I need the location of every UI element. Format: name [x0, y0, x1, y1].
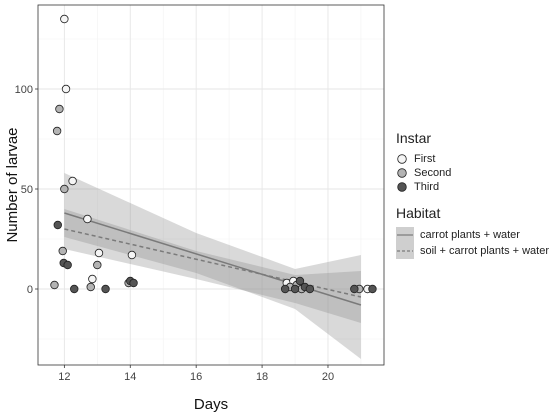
- legend-label-soil: soil + carrot plants + water: [420, 245, 550, 257]
- legend-habitat-title: Habitat: [396, 205, 441, 221]
- confidence-bands: [64, 173, 361, 359]
- y-axis-label: Number of larvae: [4, 127, 21, 242]
- data-point-third: [70, 284, 79, 294]
- x-tick-label: 16: [190, 371, 202, 383]
- legend-instar-title: Instar: [396, 130, 432, 146]
- x-axis-label: Days: [194, 396, 228, 413]
- legend-item-third: Third: [396, 180, 451, 194]
- x-tick-label: 20: [322, 371, 334, 383]
- legend-habitat: Habitat carrot plants + water soil + car…: [396, 205, 549, 259]
- data-point-third: [101, 284, 110, 294]
- data-point-third: [305, 284, 315, 294]
- legend-item-first: First: [396, 152, 451, 166]
- data-point-second: [50, 280, 59, 290]
- data-point-first: [60, 14, 69, 24]
- legend-instar: Instar First Second Third: [396, 130, 451, 194]
- legend-swatch-third: [397, 182, 407, 192]
- data-point-third: [368, 284, 377, 294]
- y-axis-ticks: 0 50 100: [15, 84, 38, 296]
- data-point-second: [58, 246, 67, 256]
- data-point-first: [61, 84, 71, 94]
- x-axis-ticks: 12 14 16 18 20: [58, 365, 334, 383]
- confidence-band-2: [64, 209, 361, 323]
- data-point-third: [290, 284, 300, 294]
- data-point-third: [53, 220, 62, 230]
- x-tick-label: 18: [256, 371, 268, 383]
- data-point-second: [60, 184, 69, 194]
- data-point-first: [94, 248, 104, 258]
- legend-item-second: Second: [396, 166, 451, 180]
- data-point-third: [129, 278, 138, 288]
- data-points: [50, 14, 377, 294]
- data-point-third: [295, 276, 305, 286]
- y-tick-label: 50: [21, 184, 33, 196]
- data-point-third: [350, 284, 359, 294]
- data-point-second: [93, 260, 102, 270]
- plot-panel: [38, 5, 384, 365]
- y-tick-label: 0: [27, 284, 33, 296]
- data-point-third: [280, 284, 290, 294]
- data-point-third: [63, 260, 72, 270]
- legend-swatch-second: [397, 168, 407, 178]
- data-point-second: [55, 104, 64, 114]
- data-point-first: [127, 250, 137, 260]
- data-point-second: [52, 126, 62, 136]
- legend-label-second: Second: [414, 167, 452, 179]
- legend-label-third: Third: [414, 181, 440, 193]
- data-point-first: [88, 274, 97, 284]
- plot-border: [37, 4, 385, 366]
- data-point-second: [86, 282, 95, 292]
- legend-swatch-carrot: [396, 227, 414, 243]
- legend-item-soil: soil + carrot plants + water: [396, 243, 549, 259]
- data-point-first: [68, 176, 77, 186]
- legend-item-carrot: carrot plants + water: [396, 227, 549, 243]
- x-tick-label: 14: [124, 371, 136, 383]
- legend-swatch-soil: [396, 243, 414, 259]
- legend-swatch-first: [397, 154, 407, 164]
- y-tick-label: 100: [15, 84, 33, 96]
- legend-label-first: First: [414, 153, 436, 165]
- x-tick-label: 12: [58, 371, 70, 383]
- confidence-band-1: [64, 173, 361, 359]
- legend-label-carrot: carrot plants + water: [420, 229, 520, 241]
- data-point-first: [83, 214, 92, 224]
